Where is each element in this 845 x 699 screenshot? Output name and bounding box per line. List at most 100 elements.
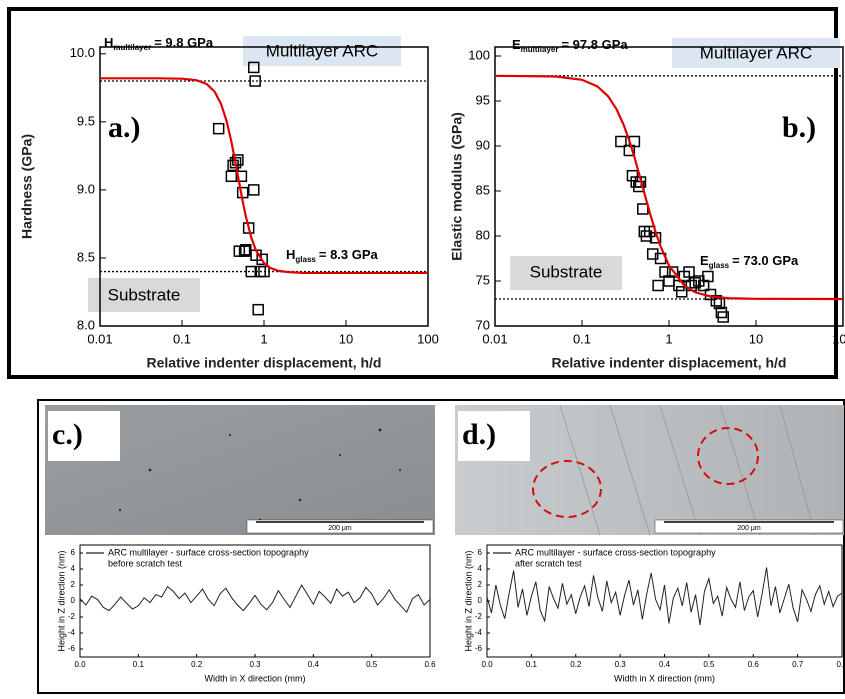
legend-note: after scratch test <box>515 558 582 568</box>
data-point <box>253 305 263 315</box>
ann-text: = 73.0 GPa <box>732 253 799 268</box>
x-tick-label: 0.1 <box>526 660 538 669</box>
y-tick-label: 80 <box>476 227 490 242</box>
x-tick-label: 0.0 <box>481 660 493 669</box>
y-axis-label: Elastic modulus (GPa) <box>449 112 465 261</box>
y-tick-label: 70 <box>476 317 490 332</box>
x-tick-label: 0.0 <box>74 660 86 669</box>
panel-label: d.) <box>462 418 496 451</box>
y-tick-label: 10.0 <box>70 45 95 60</box>
annotation: Hglass= 8.3 GPa <box>286 247 379 264</box>
panel-label: a.) <box>108 111 141 144</box>
ann-symbol: E <box>700 253 709 268</box>
x-axis-label: Width in X direction (mm) <box>204 673 305 683</box>
x-tick-label: 0.3 <box>249 660 261 669</box>
legend-label: ARC multilayer - surface cross-section t… <box>108 547 309 557</box>
ann-symbol: H <box>104 35 113 50</box>
series-line <box>100 78 428 273</box>
scale-bar-label: 200 μm <box>328 525 352 532</box>
x-tick-label: 0.6 <box>424 660 436 669</box>
y-tick-label: 2 <box>478 580 483 589</box>
x-tick-label: 100 <box>832 331 845 346</box>
x-tick-label: 0.1 <box>573 331 591 346</box>
legend-label: ARC multilayer - surface cross-section t… <box>515 547 716 557</box>
data-point <box>677 287 687 297</box>
series-line <box>487 567 842 625</box>
ann-text: = 8.3 GPa <box>319 247 379 262</box>
x-tick-label: 0.1 <box>133 660 145 669</box>
y-tick-label: -4 <box>475 628 483 637</box>
y-tick-label: 8.0 <box>77 317 95 332</box>
series-line <box>80 585 430 612</box>
data-point <box>214 124 224 134</box>
panel-label: c.) <box>52 418 83 451</box>
x-tick-label: 1 <box>260 331 267 346</box>
y-tick-label: 95 <box>476 92 490 107</box>
ann-text: = 9.8 GPa <box>154 35 214 50</box>
y-tick-label: 85 <box>476 182 490 197</box>
y-tick-label: 4 <box>71 564 76 573</box>
y-axis-label: Hardness (GPa) <box>19 134 35 239</box>
ann-subscript: glass <box>295 255 316 264</box>
annotation: Hmultilayer= 9.8 GPa <box>104 35 214 52</box>
top-box-label: Multilayer ARC <box>266 41 378 60</box>
y-tick-label: 8.5 <box>77 249 95 264</box>
y-tick-label: 4 <box>478 564 483 573</box>
x-axis-label: Relative indenter displacement, h/d <box>147 355 382 371</box>
y-tick-label: -2 <box>475 612 483 621</box>
scale-bar-label: 200 μm <box>737 525 761 532</box>
y-tick-label: -2 <box>68 612 76 621</box>
x-tick-label: 0.4 <box>659 660 671 669</box>
legend-note: before scratch test <box>108 558 183 568</box>
y-tick-label: 75 <box>476 272 490 287</box>
y-tick-label: 0 <box>478 596 483 605</box>
x-tick-label: 0.3 <box>615 660 627 669</box>
y-axis-label: Height in Z direction (nm) <box>463 550 473 651</box>
panel-label: b.) <box>782 111 816 144</box>
ann-text: = 97.8 GPa <box>561 37 628 52</box>
y-tick-label: 9.5 <box>77 113 95 128</box>
x-tick-label: 0.01 <box>482 331 507 346</box>
y-tick-label: 6 <box>478 548 483 557</box>
y-tick-label: 90 <box>476 137 490 152</box>
y-tick-label: 0 <box>71 596 76 605</box>
data-point <box>226 171 236 181</box>
x-tick-label: 100 <box>417 331 439 346</box>
x-tick-label: 0.4 <box>308 660 320 669</box>
page: {"chart_data": [ {"type": "scatter", "pa… <box>0 0 845 694</box>
bottom-box-label: Substrate <box>530 262 603 281</box>
x-axis-label: Relative indenter displacement, h/d <box>552 355 787 371</box>
bottom-box-label: Substrate <box>108 285 181 304</box>
ann-symbol: E <box>512 37 521 52</box>
x-axis-label: Width in X direction (mm) <box>614 673 715 683</box>
figure: Multilayer ARC Substrate a.) Hmultilayer… <box>0 0 845 694</box>
data-point <box>250 76 260 86</box>
x-tick-label: 10 <box>749 331 763 346</box>
x-tick-label: 10 <box>339 331 353 346</box>
x-tick-label: 0.2 <box>191 660 203 669</box>
y-tick-label: -6 <box>68 644 76 653</box>
y-tick-label: 9.0 <box>77 181 95 196</box>
annotation: Eglass= 73.0 GPa <box>700 253 799 270</box>
data-point <box>249 185 259 195</box>
x-tick-label: 0.8 <box>836 660 845 669</box>
x-tick-label: 0.1 <box>173 331 191 346</box>
data-point <box>638 204 648 214</box>
ann-subscript: glass <box>709 261 730 270</box>
y-tick-label: 2 <box>71 580 76 589</box>
x-tick-label: 1 <box>665 331 672 346</box>
y-tick-label: -6 <box>475 644 483 653</box>
y-axis-label: Height in Z direction (nm) <box>56 550 66 651</box>
x-tick-label: 0.5 <box>703 660 715 669</box>
x-tick-label: 0.2 <box>570 660 582 669</box>
annotation: Emultilayer= 97.8 GPa <box>512 37 628 54</box>
y-tick-label: 100 <box>468 47 490 62</box>
y-tick-label: -4 <box>68 628 76 637</box>
x-tick-label: 0.5 <box>366 660 378 669</box>
x-tick-label: 0.6 <box>748 660 760 669</box>
data-point <box>653 281 663 291</box>
ann-symbol: H <box>286 247 295 262</box>
x-tick-label: 0.01 <box>87 331 112 346</box>
x-tick-label: 0.7 <box>792 660 804 669</box>
y-tick-label: 6 <box>71 548 76 557</box>
